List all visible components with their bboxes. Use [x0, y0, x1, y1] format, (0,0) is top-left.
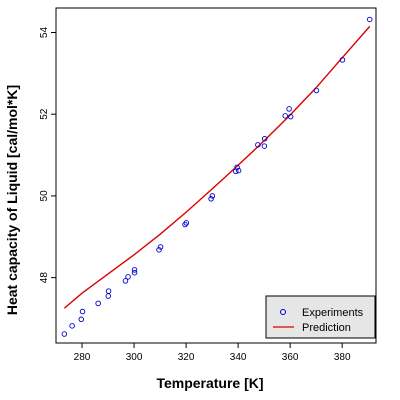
- x-axis-title: Temperature [K]: [156, 375, 263, 391]
- experiment-point: [339, 57, 346, 63]
- experiment-point: [131, 267, 138, 273]
- experiment-point: [61, 331, 68, 337]
- experiment-point: [157, 244, 164, 250]
- x-tick-label: 380: [334, 352, 351, 363]
- experiment-point: [131, 269, 138, 276]
- y-tick-label: 48: [39, 272, 50, 284]
- experiment-point: [208, 196, 214, 202]
- prediction-line: [63, 25, 371, 309]
- experiment-point: [313, 87, 320, 94]
- experiment-point: [69, 323, 75, 329]
- experiment-point: [183, 220, 190, 226]
- x-tick-label: 320: [178, 352, 195, 363]
- y-axis-title: Heat capacity of Liquid [cal/mol*K]: [4, 85, 20, 315]
- experiment-point: [125, 274, 131, 280]
- experiment-point: [234, 164, 240, 171]
- experiment-point: [209, 193, 216, 199]
- experiment-point: [79, 308, 86, 315]
- experiment-point: [122, 278, 129, 284]
- x-tick-label: 280: [74, 352, 91, 363]
- x-tick-label: 340: [230, 352, 247, 363]
- experiment-point: [182, 221, 188, 228]
- experiment-point: [282, 113, 288, 119]
- y-tick-label: 52: [39, 108, 50, 120]
- experiment-point: [261, 143, 268, 149]
- legend: Experiments Prediction: [265, 295, 376, 339]
- legend-experiments-marker: [280, 309, 286, 315]
- experiment-point: [105, 288, 112, 294]
- x-tick-label: 300: [126, 352, 143, 363]
- experiment-point: [255, 142, 261, 148]
- plot-area: [61, 16, 373, 337]
- x-tick-label: 360: [282, 352, 299, 363]
- experiment-point: [156, 247, 162, 253]
- experiment-point: [105, 293, 112, 299]
- y-tick-label: 50: [39, 190, 50, 202]
- experiment-point: [261, 135, 268, 142]
- experiment-point: [235, 167, 242, 174]
- experiment-point: [286, 106, 292, 112]
- legend-box: [265, 295, 376, 339]
- legend-experiments-label: Experiments: [302, 307, 364, 319]
- axes: 280 300 320 340 360 380 48 50 52 54: [39, 7, 377, 363]
- experiment-point: [367, 16, 373, 23]
- experiment-point: [287, 113, 294, 120]
- experiment-point: [95, 300, 101, 307]
- legend-prediction-label: Prediction: [302, 322, 351, 334]
- experiment-point: [78, 316, 84, 323]
- y-tick-label: 54: [39, 27, 50, 39]
- plot-frame: [55, 7, 377, 344]
